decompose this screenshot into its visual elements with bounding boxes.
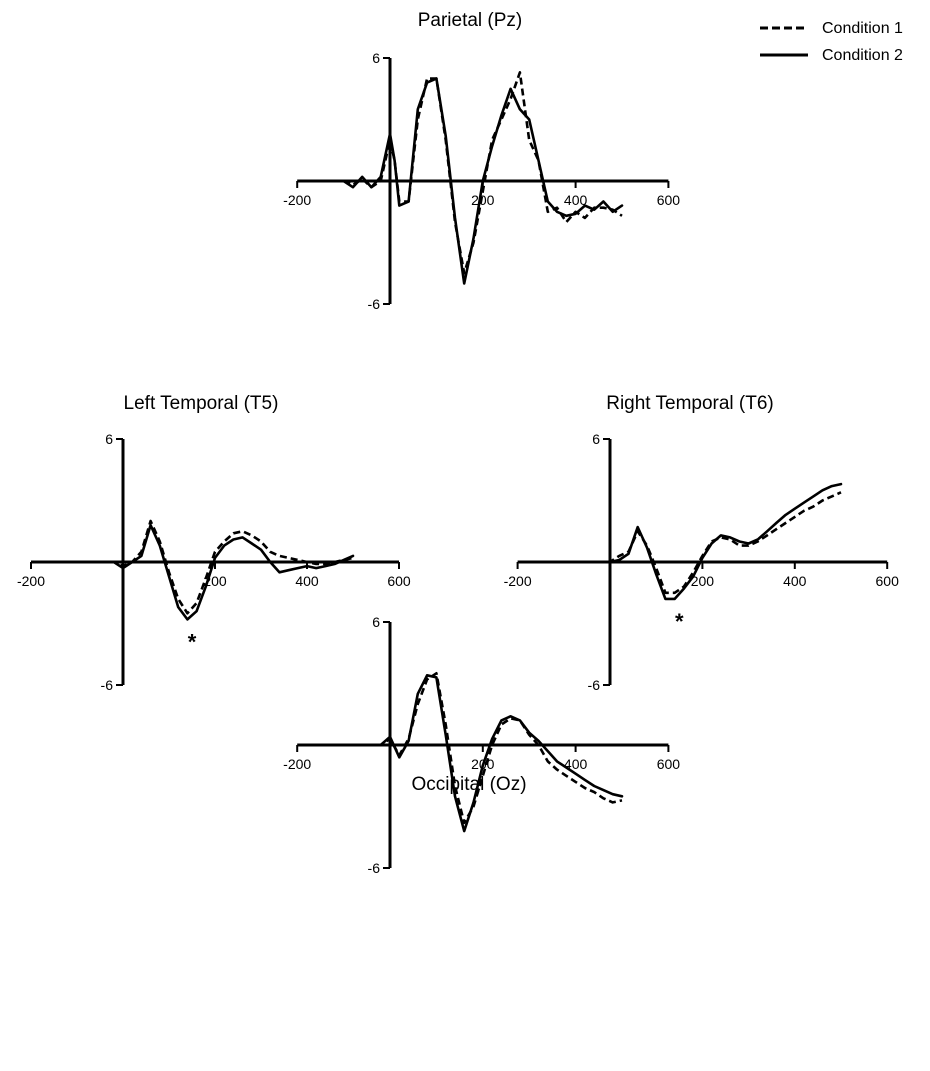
chart-pz: Parietal (Pz) -200 200 400 600 6 -6 xyxy=(283,10,680,312)
significance-marker-t5: * xyxy=(188,629,197,654)
legend-label-condition-1: Condition 1 xyxy=(822,20,903,37)
y-tick-label-pz: -6 xyxy=(368,296,381,312)
significance-marker-t6: * xyxy=(675,609,684,634)
y-tick-label-pz: 6 xyxy=(372,50,380,66)
x-tick-label-oz: -200 xyxy=(283,756,311,772)
y-tick-label-oz: -6 xyxy=(368,860,381,876)
x-tick-label-t6: 400 xyxy=(783,573,807,589)
x-tick-label-t5: -200 xyxy=(17,573,45,589)
chart-title-t5: Left Temporal (T5) xyxy=(124,393,279,414)
x-tick-label-t6: 600 xyxy=(876,573,900,589)
chart-t6: Right Temporal (T6) -200 200 400 600 6 -6 * xyxy=(504,393,900,693)
x-tick-label-oz: 400 xyxy=(564,756,588,772)
x-tick-label-oz: 600 xyxy=(657,756,681,772)
x-tick-label-pz: 600 xyxy=(657,192,681,208)
x-tick-label-t5: 400 xyxy=(295,573,319,589)
x-tick-label-t6: -200 xyxy=(504,573,532,589)
series-line-pz-condition-1 xyxy=(343,71,623,275)
y-tick-label-t5: -6 xyxy=(101,677,114,693)
chart-title-t6: Right Temporal (T6) xyxy=(606,393,774,414)
chart-title-oz: Occipital (Oz) xyxy=(411,774,526,795)
legend-label-condition-2: Condition 2 xyxy=(822,47,903,64)
legend: Condition 1 Condition 2 xyxy=(760,20,903,64)
chart-panels: Parietal (Pz) -200 200 400 600 6 -6 Left Tempor… xyxy=(17,10,899,876)
chart-title-pz: Parietal (Pz) xyxy=(418,10,523,31)
x-tick-label-t5: 600 xyxy=(387,573,411,589)
x-tick-label-pz: 200 xyxy=(471,192,495,208)
series-line-pz-condition-2 xyxy=(342,77,624,285)
x-tick-label-t6: 200 xyxy=(691,573,715,589)
x-tick-label-pz: -200 xyxy=(283,192,311,208)
x-tick-label-pz: 400 xyxy=(564,192,588,208)
y-tick-label-t6: -6 xyxy=(588,677,601,693)
series-line-t5-condition-2 xyxy=(75,523,355,621)
series-line-t5-condition-1 xyxy=(77,519,354,615)
y-tick-label-t6: 6 xyxy=(592,431,600,447)
y-tick-label-t5: 6 xyxy=(105,431,113,447)
y-tick-label-oz: 6 xyxy=(372,614,380,630)
series-line-t6-condition-2 xyxy=(562,482,843,601)
series-line-oz-condition-2 xyxy=(342,673,624,833)
